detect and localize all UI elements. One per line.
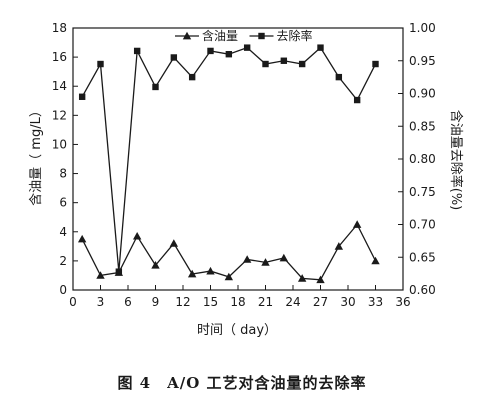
oil-content-point [224,272,234,281]
x-tick-label: 0 [69,295,77,309]
x-tick-label: 24 [285,295,300,309]
oil-content-point [151,261,160,269]
x-tick-label: 9 [152,295,160,309]
oil-content-point [371,256,380,265]
x-axis-label: 时间（ day） [197,323,277,338]
x-tick-label: 3 [97,295,105,309]
removal-rate-point [152,83,159,91]
x-tick-label: 21 [258,295,273,309]
x-tick-label: 27 [313,295,328,309]
x-tick-label: 18 [230,295,245,309]
right-y-tick-label: 0.95 [409,54,436,68]
oil-content-point [316,275,325,284]
oil-content-point [206,266,215,275]
left-y-axis-ticks: 0 2 4 6 8 10 12 14 16 18 [52,21,78,297]
right-y-tick-label: 1.00 [409,21,436,35]
x-tick-label: 36 [395,295,410,309]
legend: 含油量 去除率 [175,28,313,43]
oil-content-point [334,242,344,250]
right-y-tick-label: 0.75 [409,185,436,199]
removal-rate-point [317,44,324,51]
oil-content-point [242,255,252,263]
legend-removal-rate-marker [258,32,265,40]
removal-rate-point [207,47,214,55]
removal-rate-point [133,47,141,55]
removal-rate-point [280,57,288,64]
plot-frame [72,27,404,291]
removal-rate-point [78,93,86,100]
left-y-axis-label: 含油量（ mg/L） [28,104,44,206]
removal-rate-point [225,51,233,58]
removal-rate-point [372,60,379,68]
x-tick-label: 30 [340,295,355,309]
series-oil-content [77,220,380,284]
left-y-tick-label: 18 [52,21,67,35]
left-y-tick-label: 14 [52,79,67,93]
left-y-tick-label: 8 [59,167,67,181]
oil-content-point [77,234,87,243]
right-y-tick-label: 0.70 [409,218,436,232]
left-y-tick-label: 16 [52,50,67,64]
removal-rate-point [188,73,196,81]
x-tick-label: 12 [175,295,190,309]
left-y-tick-label: 10 [52,137,67,151]
oil-content-point [297,274,307,282]
left-y-tick-label: 2 [59,254,67,268]
removal-rate-point [243,44,251,51]
left-y-tick-label: 12 [52,108,67,122]
plot-area [72,27,404,291]
removal-rate-point [335,73,343,81]
right-y-axis-label: 含油量去除率(%) [448,110,464,211]
oil-content-point [279,253,289,262]
left-y-tick-label: 4 [59,225,67,239]
removal-rate-point [97,60,104,68]
removal-rate-point [115,268,123,275]
right-y-tick-label: 0.85 [409,119,436,133]
right-y-tick-label: 0.90 [409,87,436,101]
right-y-tick-label: 0.60 [409,283,436,297]
removal-rate-line [81,46,377,272]
legend-oil-content-label: 含油量 [202,28,238,43]
x-tick-label: 6 [124,295,132,309]
x-axis-ticks: 0 3 6 9 12 15 18 21 24 27 30 33 36 [69,285,411,309]
oil-content-point [187,269,197,278]
oil-content-point [132,231,142,240]
removal-rate-point [298,60,306,68]
legend-removal-rate-label: 去除率 [277,28,313,43]
removal-rate-point [353,96,361,104]
right-y-axis-ticks: 0.60 0.65 0.70 0.75 0.80 0.85 0.90 0.95 1.00 [398,21,436,297]
left-y-tick-label: 6 [59,196,67,210]
oil-content-point [261,258,270,266]
oil-content-line [81,223,377,281]
series-layer [77,44,380,284]
removal-rate-point [262,60,269,68]
right-y-tick-label: 0.65 [409,250,436,264]
oil-content-point [96,271,105,279]
series-removal-rate [78,44,379,275]
oil-content-point [169,239,179,247]
legend-oil-content-marker [182,31,192,40]
oil-content-point [352,220,362,228]
figure-caption: 图 4 A/O 工艺对含油量的去除率 [117,374,367,392]
right-y-tick-label: 0.80 [409,152,436,166]
left-y-tick-label: 0 [59,283,67,297]
x-tick-label: 15 [203,295,218,309]
removal-rate-point [170,54,178,61]
x-tick-label: 33 [368,295,383,309]
